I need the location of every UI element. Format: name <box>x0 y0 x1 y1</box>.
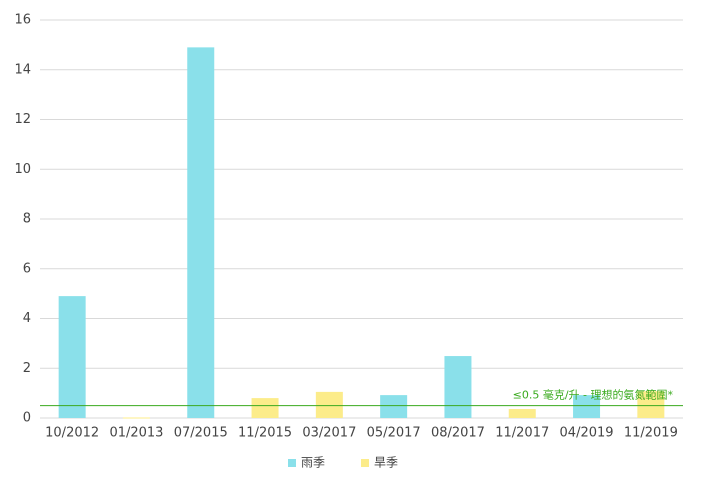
x-tick-label: 03/2017 <box>302 426 356 441</box>
y-tick-label: 2 <box>23 361 31 376</box>
bar <box>380 395 408 418</box>
y-tick-label: 10 <box>14 162 31 177</box>
x-tick-label: 04/2019 <box>560 426 614 441</box>
y-tick-label: 0 <box>23 411 31 426</box>
x-tick-label: 01/2013 <box>109 426 163 441</box>
y-tick-label: 16 <box>14 13 31 28</box>
legend-label: 雨季 <box>301 456 325 470</box>
bar <box>444 356 472 418</box>
bar <box>251 398 279 418</box>
y-tick-label: 4 <box>23 311 31 326</box>
bar <box>637 391 665 418</box>
threshold-label: ≤0.5 毫克/升 - 理想的氨氮範圍* <box>513 388 674 402</box>
legend-marker <box>361 459 369 467</box>
y-tick-label: 6 <box>23 261 31 276</box>
x-tick-label: 10/2012 <box>45 426 99 441</box>
x-tick-label: 08/2017 <box>431 426 485 441</box>
y-tick-label: 12 <box>14 112 31 127</box>
x-tick-label: 11/2015 <box>238 426 292 441</box>
x-tick-label: 11/2019 <box>624 426 678 441</box>
y-tick-label: 8 <box>23 212 31 227</box>
legend-label: 旱季 <box>374 456 398 470</box>
bar <box>315 391 343 418</box>
bar <box>573 395 601 418</box>
bar <box>187 47 215 419</box>
bar <box>122 417 150 419</box>
bar <box>508 409 536 418</box>
y-tick-label: 14 <box>14 62 31 77</box>
x-tick-label: 05/2017 <box>367 426 421 441</box>
x-tick-label: 07/2015 <box>174 426 228 441</box>
x-tick-label: 11/2017 <box>495 426 549 441</box>
bar <box>58 296 86 418</box>
legend-marker <box>288 459 296 467</box>
